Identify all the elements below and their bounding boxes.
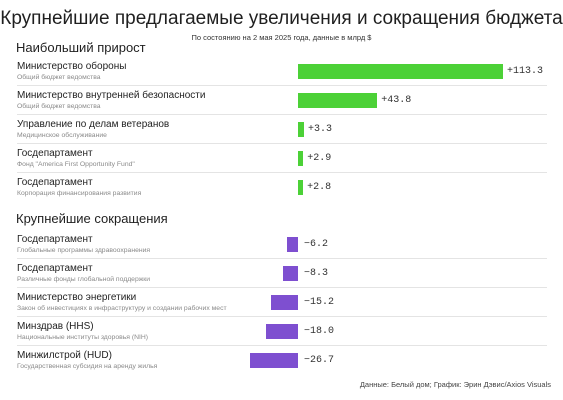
row-divider bbox=[17, 85, 547, 86]
value-label: −26.7 bbox=[304, 355, 335, 366]
chart-title: Крупнейшие предлагаемые увеличения и сок… bbox=[0, 8, 563, 29]
row-sublabel: Фонд "America First Opportunity Fund" bbox=[17, 161, 135, 168]
row-label: Госдепартамент bbox=[17, 177, 93, 188]
bar-mark bbox=[298, 180, 304, 195]
bar-mark bbox=[283, 266, 298, 281]
bar-mark bbox=[298, 151, 304, 166]
row-sublabel: Общий бюджет ведомства bbox=[17, 74, 101, 81]
row-label: Министерство обороны bbox=[17, 61, 127, 72]
row-sublabel: Общий бюджет ведомства bbox=[17, 103, 101, 110]
row-divider bbox=[17, 172, 547, 173]
value-label: +3.3 bbox=[307, 124, 332, 135]
row-divider bbox=[17, 345, 547, 346]
bar-mark bbox=[270, 295, 298, 310]
row-sublabel: Медицинское обслуживание bbox=[17, 132, 107, 139]
value-label: +2.8 bbox=[307, 182, 332, 193]
row-label: Министерство энергетики bbox=[17, 292, 137, 303]
section-title-increase: Наибольший прирост bbox=[16, 40, 146, 55]
row-sublabel: Национальные институты здоровья (NIH) bbox=[17, 334, 149, 341]
row-label: Минздрав (HHS) bbox=[17, 321, 94, 332]
value-label: +113.3 bbox=[507, 66, 544, 77]
row-label: Госдепартамент bbox=[17, 148, 93, 159]
value-label: −18.0 bbox=[304, 326, 335, 337]
row-sublabel: Корпорация финансирования развития bbox=[17, 190, 142, 197]
value-label: −8.3 bbox=[304, 268, 329, 279]
row-divider bbox=[17, 316, 547, 317]
row-divider bbox=[17, 143, 547, 144]
row-label: Госдепартамент bbox=[17, 234, 93, 245]
bar-mark bbox=[250, 353, 298, 368]
bar-mark bbox=[286, 237, 298, 252]
row-sublabel: Различные фонды глобальной поддержки bbox=[17, 276, 151, 283]
value-label: −15.2 bbox=[304, 297, 335, 308]
row-sublabel: Государственная субсидия на аренду жилья bbox=[17, 363, 158, 370]
row-label: Министерство внутренней безопасности bbox=[17, 90, 206, 101]
section-title-decrease: Крупнейшие сокращения bbox=[16, 211, 168, 226]
bar-mark bbox=[298, 122, 304, 137]
row-label: Управление по делам ветеранов bbox=[17, 119, 170, 130]
bar-mark bbox=[298, 64, 503, 79]
chart-subtitle: По состоянию на 2 мая 2025 года, данные … bbox=[191, 33, 372, 42]
row-sublabel: Глобальные программы здравоохранения bbox=[17, 247, 151, 254]
value-label: +43.8 bbox=[381, 95, 412, 106]
row-label: Минжилстрой (HUD) bbox=[17, 350, 112, 361]
bar-mark bbox=[298, 93, 378, 108]
value-label: −6.2 bbox=[304, 239, 329, 250]
row-divider bbox=[17, 114, 547, 115]
row-sublabel: Закон об инвестициях в инфраструктуру и … bbox=[17, 305, 227, 312]
value-label: +2.9 bbox=[307, 153, 332, 164]
source-note: Данные: Белый дом; График: Эрин Дэвис/Ax… bbox=[359, 380, 551, 389]
row-divider bbox=[17, 258, 547, 259]
row-divider bbox=[17, 287, 547, 288]
bar-mark bbox=[265, 324, 298, 339]
row-label: Госдепартамент bbox=[17, 263, 93, 274]
